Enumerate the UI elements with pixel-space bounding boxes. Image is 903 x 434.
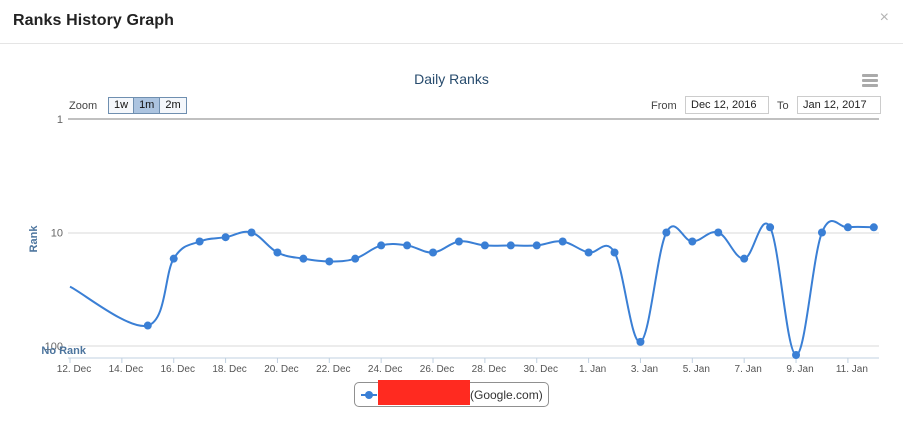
- x-tick-label: 14. Dec: [109, 364, 143, 375]
- data-point: [143, 321, 152, 330]
- x-tick-label: 30. Dec: [524, 364, 558, 375]
- x-tick-label: 18. Dec: [212, 364, 246, 375]
- redacted-keyword: [378, 380, 470, 405]
- data-point: [843, 223, 852, 232]
- modal-header: Ranks History Graph ×: [0, 0, 903, 44]
- data-point: [558, 237, 567, 246]
- to-date-input[interactable]: Jan 12, 2017: [797, 96, 881, 114]
- data-point: [766, 223, 775, 232]
- legend-series-name: (Google.com): [470, 388, 543, 402]
- from-label: From: [651, 100, 677, 112]
- data-point: [195, 237, 204, 246]
- series-line: [69, 220, 874, 356]
- data-point: [817, 228, 826, 237]
- data-point: [532, 241, 541, 250]
- zoom-label: Zoom: [69, 100, 98, 112]
- x-tick-label: 1. Jan: [579, 364, 606, 375]
- data-point: [351, 254, 360, 263]
- data-point: [688, 237, 697, 246]
- data-point: [377, 241, 386, 250]
- x-tick-label: 11. Jan: [836, 364, 868, 375]
- no-rank-label: No Rank: [41, 345, 87, 357]
- data-point: [247, 228, 256, 237]
- data-point: [429, 248, 438, 257]
- data-point: [403, 241, 412, 250]
- data-point: [299, 254, 308, 263]
- data-point: [454, 237, 463, 246]
- x-tick-label: 26. Dec: [420, 364, 454, 375]
- data-point: [506, 241, 515, 250]
- x-tick-label: 9. Jan: [786, 364, 813, 375]
- x-tick-label: 7. Jan: [735, 364, 762, 375]
- x-tick-label: 22. Dec: [316, 364, 350, 375]
- data-point: [662, 228, 671, 237]
- data-point: [273, 248, 282, 257]
- zoom-2m-button[interactable]: 2m: [160, 98, 186, 113]
- from-date-input[interactable]: Dec 12, 2016: [685, 96, 769, 114]
- data-point: [480, 241, 489, 250]
- data-point: [714, 228, 723, 237]
- zoom-1m-button[interactable]: 1m: [134, 98, 161, 113]
- data-point: [169, 254, 178, 263]
- menu-icon[interactable]: [862, 74, 878, 88]
- x-tick-label: 28. Dec: [472, 364, 506, 375]
- data-point: [584, 248, 593, 257]
- data-point: [740, 254, 749, 263]
- y-axis-title: Rank: [28, 225, 40, 253]
- data-point: [636, 337, 645, 346]
- data-point: [792, 350, 801, 359]
- y-tick-label: 1: [57, 114, 63, 126]
- close-icon[interactable]: ×: [879, 9, 889, 26]
- data-point: [325, 257, 334, 266]
- x-tick-label: 16. Dec: [160, 364, 194, 375]
- data-point: [610, 248, 619, 257]
- x-tick-label: 3. Jan: [631, 364, 658, 375]
- data-point: [221, 233, 230, 242]
- y-tick-label: 100: [45, 341, 63, 353]
- x-tick-label: 24. Dec: [368, 364, 402, 375]
- data-point: [869, 223, 878, 232]
- zoom-1w-button[interactable]: 1w: [109, 98, 135, 113]
- x-tick-label: 12. Dec: [57, 364, 91, 375]
- legend[interactable]: (Google.com): [354, 380, 549, 407]
- x-tick-label: 5. Jan: [683, 364, 710, 375]
- circle-marker-icon: [361, 391, 377, 399]
- modal-title: Ranks History Graph: [13, 12, 175, 29]
- x-tick-label: 20. Dec: [264, 364, 298, 375]
- chart-title: Daily Ranks: [414, 71, 489, 87]
- to-label: To: [777, 100, 789, 112]
- zoom-button-group: 1w 1m 2m: [108, 97, 187, 114]
- y-tick-label: 10: [51, 228, 63, 240]
